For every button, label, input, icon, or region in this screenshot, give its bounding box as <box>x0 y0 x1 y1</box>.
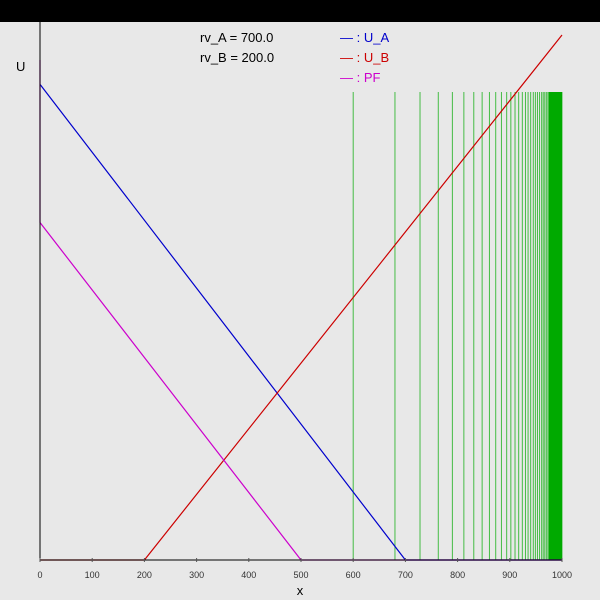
x-tick-label: 1000 <box>552 570 572 580</box>
legend-item-u-b: — : U_B <box>340 50 389 65</box>
x-ticks: 0 100 200 300 400 500 600 700 800 900 1000 <box>37 558 572 580</box>
x-tick-label: 0 <box>37 570 42 580</box>
vertical-line-band <box>548 92 562 560</box>
x-tick-label: 100 <box>85 570 100 580</box>
x-tick-label: 400 <box>241 570 256 580</box>
x-tick-label: 900 <box>502 570 517 580</box>
param-rv-b: rv_B = 200.0 <box>200 50 274 65</box>
x-tick-label: 700 <box>398 570 413 580</box>
legend-item-u-a: — : U_A <box>340 30 389 45</box>
x-tick-label: 800 <box>450 570 465 580</box>
param-rv-a: rv_A = 700.0 <box>200 30 273 45</box>
y-axis-label: U <box>16 59 25 74</box>
x-tick-label: 500 <box>293 570 308 580</box>
green-vertical-lines <box>352 92 563 560</box>
series-line-u-b <box>40 34 563 561</box>
legend-item-pf: — : PF <box>340 70 381 85</box>
top-bar <box>0 0 600 22</box>
series-lines <box>39 34 563 561</box>
series-line-u-a <box>40 84 562 561</box>
series-line-pf <box>39 60 562 561</box>
x-tick-label: 600 <box>346 570 361 580</box>
x-tick-label: 300 <box>189 570 204 580</box>
x-axis-label: x <box>297 583 304 598</box>
x-tick-label: 200 <box>137 570 152 580</box>
